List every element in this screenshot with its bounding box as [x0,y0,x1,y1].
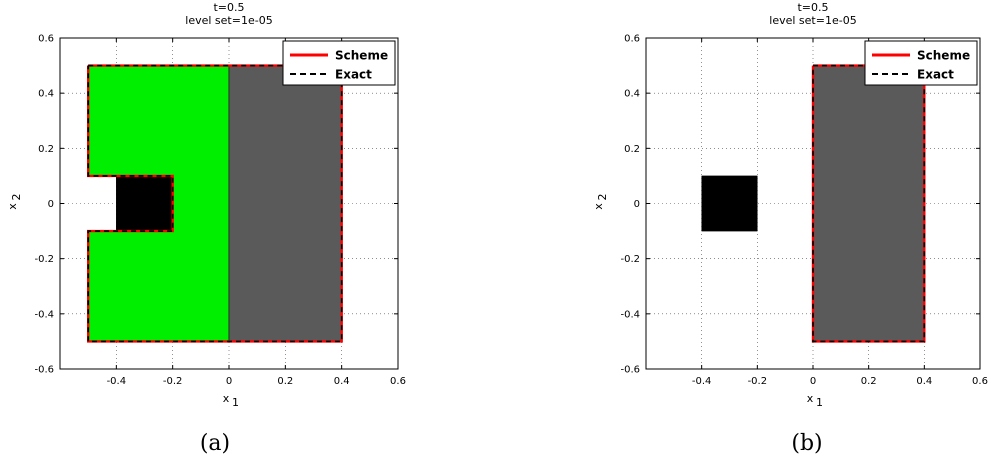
y-tick-label: 0.6 [624,34,640,45]
x-tick-label: -0.4 [107,376,127,387]
x-axis-label-sub: 1 [816,396,823,409]
x-tick-label: 0.2 [861,376,877,387]
y-axis-label-sub: 2 [596,194,609,201]
x-axis-label-sub: 1 [232,396,239,409]
gray-region [228,65,342,342]
y-axis-label-group: x2 [592,194,609,210]
panel-caption: (a) [200,431,230,456]
legend-label-exact: Exact [917,68,954,82]
legend-label-exact: Exact [335,68,372,82]
y-axis-label-sub: 2 [10,194,23,201]
y-axis-label: x [6,203,19,210]
chart-title-line: t=0.5 [797,1,828,14]
panel-b: -0.4 -0.2 0 0.2 0.4 0.6 -0.6 -0.4 -0.2 0 0.2 0.4 0.6… [592,1,988,456]
y-tick-label: 0.2 [38,144,54,155]
legend-label-scheme: Scheme [917,49,970,63]
y-tick-label: -0.4 [34,309,54,320]
y-tick-label: -0.2 [620,254,640,265]
x-tick-label: -0.2 [748,376,768,387]
x-tick-label: 0.4 [334,376,350,387]
chart-title-line: level set=1e-05 [185,14,272,27]
x-tick-label: 0.6 [390,376,406,387]
y-axis-label-group: x2 [6,194,23,210]
y-tick-label: 0.6 [38,34,54,45]
y-tick-label: 0.2 [624,144,640,155]
x-axis-label: x [223,392,230,405]
y-tick-label: 0 [634,199,640,210]
x-tick-label: 0.2 [277,376,293,387]
y-tick-label: -0.6 [34,365,54,376]
legend-box [282,40,396,86]
y-tick-label: 0.4 [38,89,54,100]
x-tick-label: -0.2 [163,376,183,387]
x-axis-label: x [807,392,814,405]
x-tick-label: 0 [810,376,816,387]
exact-curve [87,64,343,343]
panel-caption: (b) [791,431,822,456]
chart-title-line: level set=1e-05 [769,14,856,27]
gray-region [812,65,925,342]
y-tick-label: 0 [48,199,54,210]
x-tick-label: 0 [226,376,232,387]
black-square [701,175,758,232]
y-tick-label: -0.6 [620,365,640,376]
y-tick-label: -0.2 [34,254,54,265]
x-tick-label: 0.4 [916,376,932,387]
legend-label-scheme: Scheme [335,49,388,63]
y-axis-label: x [592,203,605,210]
chart-title-line: t=0.5 [213,1,244,14]
y-tick-label: -0.4 [620,309,640,320]
x-tick-label: -0.4 [692,376,712,387]
black-square [116,175,173,232]
panel-a: -0.4 -0.2 0 0.2 0.4 0.6 -0.6 -0.4 -0.2 0 0.2 0.4 0.6… [6,1,406,456]
x-tick-label: 0.6 [972,376,988,387]
legend-box [864,40,978,86]
y-tick-label: 0.4 [624,89,640,100]
